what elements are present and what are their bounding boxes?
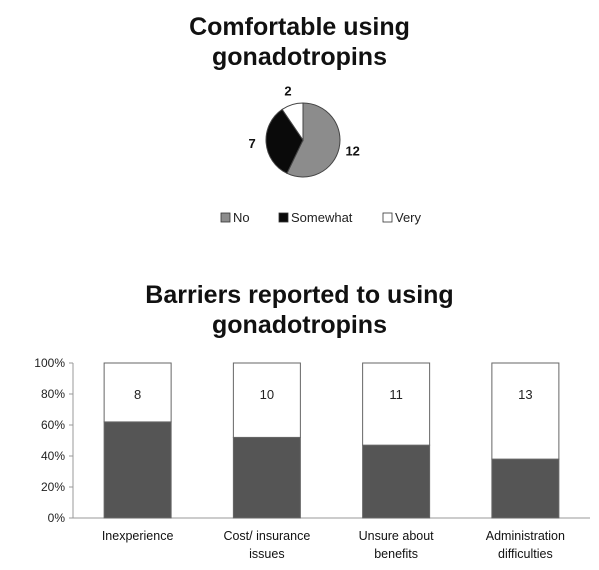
pie-chart-title-line-2: gonadotropins <box>212 43 387 71</box>
x-category-label: Unsure about <box>359 529 435 543</box>
bar-data-label: 11 <box>389 387 403 402</box>
pie-value-label: 12 <box>345 143 359 158</box>
pie-value-label: 2 <box>284 83 291 98</box>
bar-segment-upper <box>491 362 560 460</box>
x-category-label: Cost/ insurance <box>223 529 310 543</box>
x-category-label: Inexperience <box>102 529 174 543</box>
pie-chart: 12 7 2 <box>248 83 360 178</box>
x-category-label: difficulties <box>498 547 553 561</box>
legend-label-very: Very <box>395 210 422 225</box>
x-category-label: benefits <box>374 547 418 561</box>
y-tick-label: 40% <box>41 449 65 463</box>
y-tick-label: 100% <box>34 356 65 370</box>
bar-segment-upper <box>362 362 431 446</box>
legend-swatch-very <box>382 212 393 223</box>
pie-legend: No Somewhat Very <box>220 210 422 225</box>
bar-chart-title-line-2: gonadotropins <box>212 311 387 339</box>
y-tick-label: 20% <box>41 480 65 494</box>
bar-data-label: 13 <box>518 387 532 402</box>
bar-segment-lower <box>232 436 301 519</box>
bar-segment-upper <box>103 362 172 423</box>
y-tick-label: 80% <box>41 387 65 401</box>
y-tick-label: 60% <box>41 418 65 432</box>
bar-segment-lower <box>103 421 172 519</box>
pie-slice-very <box>281 102 304 142</box>
x-category-label: Administration <box>486 529 565 543</box>
pie-value-label: 7 <box>248 136 255 151</box>
bar-segment-lower <box>491 458 560 519</box>
stacked-bar-chart: 0% 20% 40% 60% 80% 100% 8 Inexperience 10 Cost/ i… <box>34 356 590 561</box>
legend-label-no: No <box>233 210 250 225</box>
y-tick-label: 0% <box>48 511 66 525</box>
legend-swatch-somewhat <box>278 212 289 223</box>
bar-chart-title-line-1: Barriers reported to using <box>145 281 454 309</box>
legend-label-somewhat: Somewhat <box>291 210 353 225</box>
bar-data-label: 8 <box>134 387 141 402</box>
bar-segment-upper <box>232 362 301 438</box>
bar-data-label: 10 <box>260 387 274 402</box>
pie-chart-title-line-1: Comfortable using <box>189 13 410 41</box>
pie-slice-no <box>286 102 341 178</box>
legend-swatch-no <box>220 212 231 223</box>
bar-segment-lower <box>362 444 431 519</box>
x-category-label: issues <box>249 547 284 561</box>
pie-slice-somewhat <box>265 108 304 175</box>
